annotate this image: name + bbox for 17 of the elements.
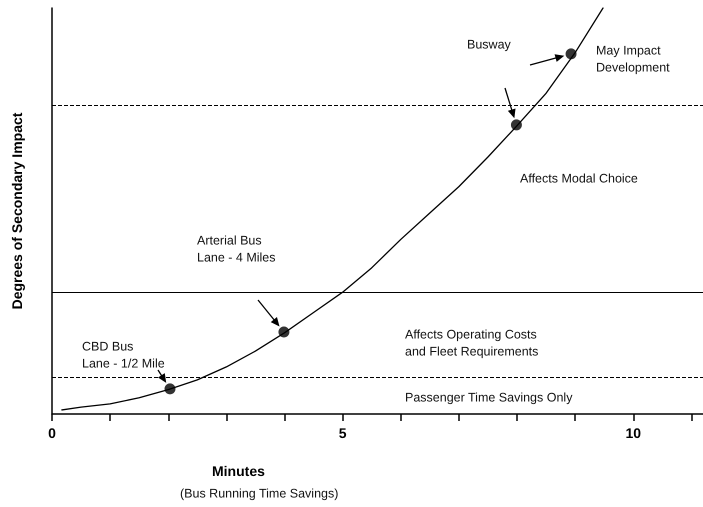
annotation: May Impact Development [596, 44, 670, 74]
point [510, 119, 522, 130]
x-tick-label: 5 [338, 425, 347, 441]
x-tick-label: 10 [625, 425, 642, 441]
text: (Bus Running Time Savings) [180, 486, 338, 500]
annotation: Passenger Time Savings Only [405, 390, 574, 404]
annotation: Affects Operating Costs and Fleet Requirements [405, 328, 538, 358]
x-axis-title: Minutes [212, 463, 266, 479]
annotation: Affects Modal Choice [520, 172, 638, 186]
annotation: CBD Bus Lane - 1/2 Mile [82, 340, 165, 370]
y-axis-title: Degrees of Secondary Impact [9, 112, 25, 310]
annotation: Busway [467, 38, 512, 52]
point [278, 326, 290, 338]
x-tick-label: 0 [48, 425, 56, 441]
annotation: Arterial Bus Lane - 4 Miles [197, 234, 276, 264]
point [566, 48, 577, 60]
point [164, 383, 176, 394]
